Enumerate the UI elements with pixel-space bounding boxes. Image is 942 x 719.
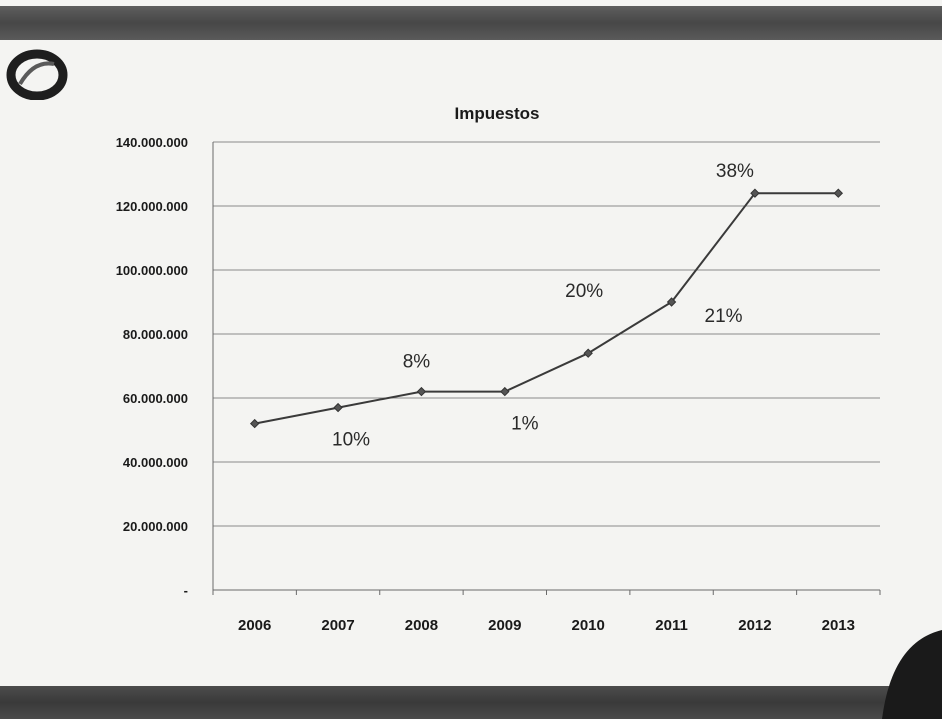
series [249, 188, 844, 429]
y-tick-labels: - 20.000.000 40.000.000 60.000.000 80.000.00… [116, 135, 188, 598]
x-tick-label: 2010 [572, 617, 605, 634]
corner-shape [882, 630, 942, 719]
x-tick-labels: 2006 2007 2008 2009 2010 2011 2012 2013 [238, 617, 855, 634]
annotation-label: 1% [511, 414, 539, 435]
data-point [583, 348, 593, 358]
y-tick-label: 40.000.000 [123, 455, 188, 470]
annotation-label: 38% [716, 161, 754, 182]
x-tick-label: 2008 [405, 617, 438, 634]
annotation-label: 21% [705, 306, 743, 327]
chart-title: Impuestos [454, 104, 539, 123]
x-tick-label: 2007 [321, 617, 354, 634]
x-tick-label: 2006 [238, 617, 271, 634]
data-point [416, 386, 427, 397]
y-tick-label: - [184, 583, 188, 598]
y-tick-label: 60.000.000 [123, 391, 188, 406]
data-point [750, 188, 760, 198]
y-tick-label: 20.000.000 [123, 519, 188, 534]
axes [212, 142, 881, 595]
annotations: 10% 8% 1% 20% 21% 38% [332, 161, 754, 450]
data-point [833, 188, 844, 198]
y-tick-label: 120.000.000 [116, 199, 188, 214]
annotation-label: 10% [332, 430, 370, 451]
annotation-label: 8% [403, 352, 431, 373]
x-tick-label: 2013 [822, 617, 855, 634]
ring-logo-icon [6, 49, 68, 100]
data-point [249, 418, 260, 429]
bottom-band [0, 686, 942, 719]
data-point [333, 402, 343, 413]
x-tick-label: 2012 [738, 617, 771, 634]
top-band [0, 6, 942, 40]
y-tick-label: 140.000.000 [116, 135, 188, 150]
x-tick-label: 2011 [655, 617, 688, 634]
annotation-label: 20% [565, 281, 603, 302]
data-point [500, 386, 510, 397]
grid-lines [213, 141, 880, 527]
series-line [254, 192, 839, 425]
data-point [666, 297, 677, 307]
y-tick-label: 100.000.000 [116, 263, 188, 278]
y-tick-label: 80.000.000 [123, 327, 188, 342]
x-tick-label: 2009 [488, 617, 521, 634]
